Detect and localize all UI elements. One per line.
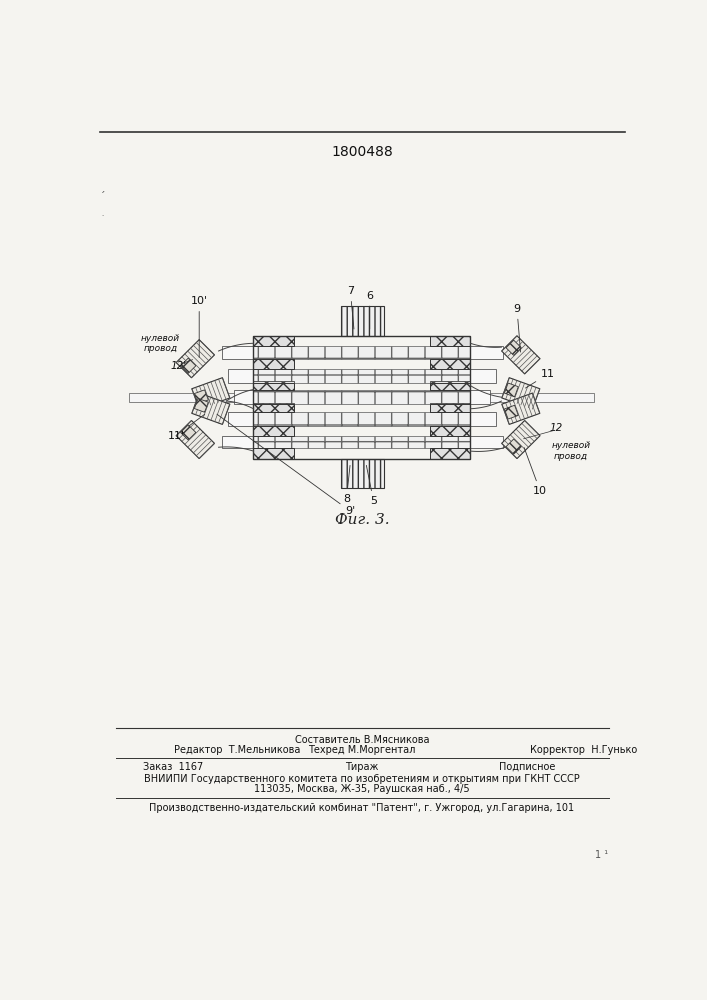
Bar: [253, 359, 293, 369]
Polygon shape: [192, 393, 230, 424]
Bar: [253, 426, 293, 436]
Bar: [430, 426, 470, 436]
Bar: [253, 381, 293, 390]
Text: 10': 10': [191, 296, 208, 357]
Text: 11: 11: [525, 369, 555, 388]
Bar: [253, 383, 293, 390]
Polygon shape: [502, 393, 540, 424]
Polygon shape: [194, 398, 209, 412]
Text: 11': 11': [168, 414, 205, 441]
Polygon shape: [176, 420, 214, 459]
Bar: [129, 393, 595, 402]
Bar: [253, 336, 293, 346]
Text: ´: ´: [100, 192, 105, 202]
Text: Подписное: Подписное: [499, 762, 556, 772]
Bar: [430, 336, 470, 346]
Bar: [253, 403, 293, 412]
Text: Тираж: Тираж: [345, 762, 379, 772]
Text: Техред М.Моргентал: Техред М.Моргентал: [308, 745, 416, 755]
Bar: [253, 337, 293, 346]
Bar: [341, 459, 384, 488]
Text: 1 ¹: 1 ¹: [595, 850, 607, 860]
Bar: [253, 390, 470, 404]
Text: 6: 6: [366, 291, 373, 329]
Polygon shape: [506, 439, 521, 454]
Bar: [253, 359, 293, 369]
Bar: [253, 404, 293, 412]
Bar: [253, 346, 470, 359]
Text: ВНИИПИ Государственного комитета по изобретениям и открытиям при ГКНТ СССР: ВНИИПИ Государственного комитета по изоб…: [144, 774, 580, 784]
Bar: [430, 381, 470, 390]
Polygon shape: [502, 420, 540, 459]
Text: Составитель В.Мясникова: Составитель В.Мясникова: [295, 735, 429, 745]
Polygon shape: [504, 405, 518, 419]
Text: 12: 12: [549, 423, 562, 433]
Bar: [430, 359, 470, 369]
Bar: [228, 369, 496, 383]
Text: 5: 5: [366, 465, 377, 506]
Text: Редактор  Т.Мельникова: Редактор Т.Мельникова: [174, 745, 300, 755]
Bar: [253, 426, 293, 436]
Polygon shape: [180, 425, 196, 440]
Bar: [253, 369, 470, 383]
Text: 9': 9': [217, 414, 356, 516]
Bar: [430, 359, 470, 369]
Polygon shape: [192, 378, 230, 409]
Polygon shape: [502, 336, 540, 374]
Bar: [253, 336, 470, 459]
Text: 113035, Москва, Ж-35, Раушская наб., 4/5: 113035, Москва, Ж-35, Раушская наб., 4/5: [254, 784, 469, 794]
Text: Корректор  Н.Гунько: Корректор Н.Гунько: [530, 745, 638, 755]
Text: нулевой
провод: нулевой провод: [141, 334, 180, 353]
Bar: [430, 404, 470, 412]
Bar: [253, 448, 293, 459]
Bar: [430, 337, 470, 346]
Bar: [341, 306, 384, 336]
Text: 1800488: 1800488: [331, 145, 393, 159]
Bar: [234, 390, 490, 404]
Bar: [222, 436, 503, 448]
Polygon shape: [504, 383, 518, 397]
Polygon shape: [502, 378, 540, 409]
Text: Заказ  1167: Заказ 1167: [143, 762, 203, 772]
Bar: [430, 448, 470, 459]
Text: 12': 12': [170, 361, 187, 371]
Bar: [430, 403, 470, 412]
Bar: [253, 412, 470, 426]
Text: нулевой
провод: нулевой провод: [551, 441, 591, 461]
Polygon shape: [176, 340, 214, 378]
Polygon shape: [506, 340, 521, 355]
Bar: [253, 436, 470, 448]
Bar: [430, 383, 470, 390]
Text: Фиг. 3.: Фиг. 3.: [334, 513, 390, 527]
Text: 9: 9: [513, 304, 520, 352]
Polygon shape: [180, 358, 196, 373]
Text: Производственно-издательский комбинат "Патент", г. Ужгород, ул.Гагарина, 101: Производственно-издательский комбинат "П…: [149, 803, 575, 813]
Polygon shape: [194, 390, 209, 404]
Bar: [222, 346, 503, 359]
Bar: [228, 412, 496, 426]
Text: 7: 7: [346, 286, 354, 329]
Text: 8: 8: [343, 465, 350, 504]
Bar: [430, 426, 470, 436]
Text: ˙: ˙: [100, 216, 105, 225]
Text: 10: 10: [524, 448, 547, 496]
